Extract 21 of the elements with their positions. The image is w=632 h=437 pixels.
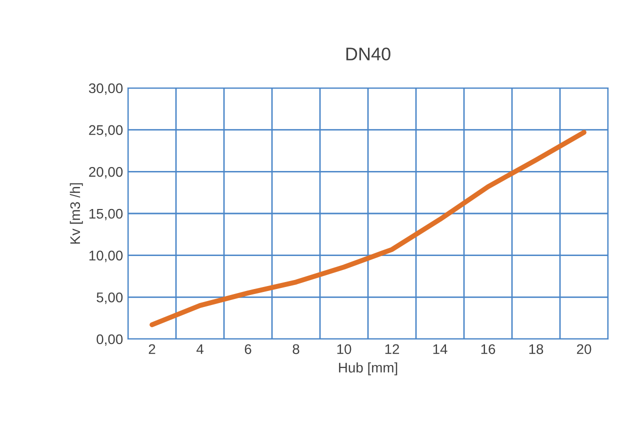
y-tick-label: 5,00: [96, 292, 123, 304]
chart-title: DN40: [346, 48, 390, 60]
y-tick-label: 30,00: [88, 83, 123, 95]
y-tick-label: 15,00: [89, 208, 123, 220]
x-tick-label: 4: [196, 344, 204, 354]
y-axis-title: Kv [m3 /h]: [70, 183, 83, 244]
x-tick-label: 8: [292, 344, 300, 354]
x-tick-label: 6: [244, 344, 252, 354]
line-series: [150, 130, 586, 328]
x-tick-label: 20: [576, 344, 592, 354]
y-tick-label: 25,00: [89, 125, 123, 137]
x-tick-label: 18: [529, 344, 544, 354]
y-tick-label: 20,00: [89, 167, 123, 178]
x-axis-title: Hub [mm]: [339, 362, 398, 376]
x-tick-label: 12: [385, 344, 400, 354]
x-tick-label: 2: [148, 344, 156, 354]
x-tick-label: 16: [481, 344, 496, 354]
y-tick-label: 10,00: [89, 250, 123, 262]
y-tick-label: 0,00: [96, 334, 123, 346]
x-tick-label: 14: [433, 344, 448, 354]
x-tick-label: 10: [337, 344, 352, 354]
